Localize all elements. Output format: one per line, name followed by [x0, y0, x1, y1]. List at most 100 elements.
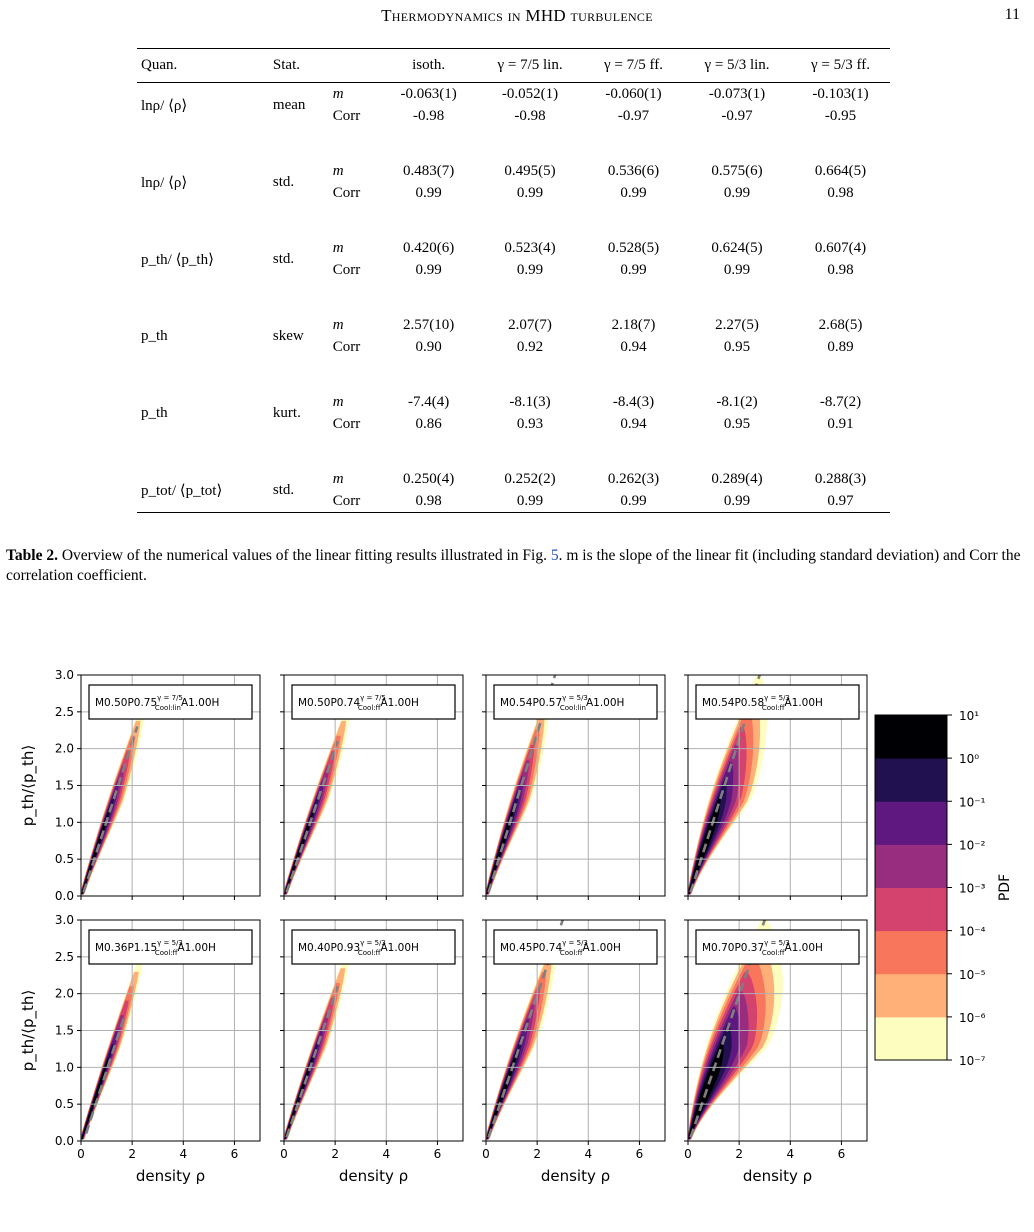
corr-value: 0.98: [827, 185, 854, 201]
slope-value: 0.420(6): [402, 240, 455, 256]
value-cell: -8.1(2) 0.95: [683, 391, 791, 435]
quantity-cell: p_th/ ⟨p_th⟩: [141, 251, 214, 268]
slope-value: -8.1(2): [716, 394, 758, 410]
label-prefix: M0.70P0.37: [702, 942, 764, 954]
label-superscript: γ = 5/3: [764, 939, 790, 947]
m-label: m: [332, 163, 344, 179]
value-cell: 0.252(2) 0.99: [476, 468, 585, 513]
spacer-cell: [137, 127, 890, 160]
corr-value: 0.90: [415, 339, 442, 355]
figure-reference-link[interactable]: 5: [550, 547, 559, 564]
fit-line: [285, 985, 339, 1138]
value-cell: 0.289(4) 0.99: [683, 468, 791, 513]
label-subscript: Cool:ff: [762, 949, 785, 957]
corr-value: 0.99: [516, 185, 544, 201]
slope-value: 0.495(5): [504, 163, 556, 179]
corr-label: Corr: [332, 185, 361, 201]
label-suffix: A1.00H: [181, 697, 219, 709]
slope-value: 2.57(10): [402, 317, 455, 333]
y-tick-label: 2.5: [55, 950, 74, 964]
x-axis-label: density ρ: [743, 1167, 812, 1185]
x-tick-label: 4: [584, 1147, 592, 1161]
label-subscript: Cool:ff: [155, 949, 178, 957]
heatmap-body: [284, 953, 351, 1140]
colorbar-tick-label: 10⁻³: [959, 882, 986, 896]
caption-label: Table 2.: [6, 547, 58, 564]
label-prefix: M0.40P0.93: [298, 942, 360, 954]
corr-value: 0.89: [827, 339, 854, 355]
col-header: γ = 7/5 ff.: [584, 48, 683, 83]
slope-value: -0.052(1): [501, 86, 559, 102]
value-cell: -8.7(2) 0.91: [791, 391, 890, 435]
quantity-cell: p_th: [141, 327, 168, 344]
value-cell: 0.523(4) 0.99: [476, 237, 584, 281]
label-subscript: Cool:ff: [358, 949, 381, 957]
colorbar-segment: [875, 758, 947, 802]
col-header: Stat.: [268, 48, 329, 83]
corr-value: 0.99: [723, 493, 751, 509]
y-tick-label: 2.5: [55, 705, 74, 719]
panel-label: M0.54P0.57γ = 5/3 Cool:linA1.00H: [500, 694, 624, 712]
quantity-cell: lnρ/ ⟨ρ⟩: [141, 174, 188, 191]
fit-line: [82, 726, 139, 893]
table-row: p_th skew m Corr 2.57(10) 0.90 2.07(7) 0.92 2.18…: [137, 314, 890, 358]
spacer-cell: [137, 204, 890, 237]
label-subscript: Cool:ff: [358, 704, 381, 712]
label-prefix: M0.36P1.15: [95, 942, 157, 954]
slope-value: 0.664(5): [814, 163, 867, 179]
label-prefix: M0.50P0.75: [95, 697, 157, 709]
corr-value: 0.91: [827, 416, 854, 432]
corr-value: -0.97: [721, 108, 753, 124]
density-contour: [81, 1058, 109, 1140]
quantity-cell: lnρ/ ⟨ρ⟩: [141, 97, 188, 114]
panel-label-box: [695, 929, 860, 965]
value-cell: 0.262(3) 0.99: [584, 468, 683, 513]
spacer-row: [137, 435, 890, 468]
x-tick-label: 4: [382, 1147, 390, 1161]
slope-value: 0.536(6): [607, 163, 660, 179]
panel-label: M0.70P0.37γ = 5/3 Cool:ffA1.00H: [702, 939, 823, 957]
x-tick-label: 4: [179, 1147, 187, 1161]
corr-value: 0.99: [620, 185, 647, 201]
y-tick-label: 0.0: [55, 889, 74, 903]
corr-value: 0.95: [723, 339, 751, 355]
label-prefix: M0.54P0.58: [702, 697, 764, 709]
corr-value: -0.97: [617, 108, 650, 124]
value-cell: 0.536(6) 0.99: [584, 160, 683, 204]
x-tick-label: 0: [482, 1147, 490, 1161]
label-subscript: Cool:lin: [155, 704, 181, 712]
value-cell: 2.68(5) 0.89: [791, 314, 890, 358]
colorbar-tick-label: 10⁻⁵: [959, 968, 986, 982]
stat-cell: std.: [268, 468, 329, 513]
colorbar-tick-label: 10¹: [959, 709, 979, 723]
panel-label-box: [291, 684, 456, 720]
slope-value: -7.4(4): [407, 394, 450, 410]
label-suffix: A1.00H: [784, 697, 822, 709]
panel-label: M0.50P0.74γ = 7/5 Cool:ffA1.00H: [298, 694, 419, 712]
corr-value: 0.99: [516, 262, 544, 278]
heatmap-panel: 0 2 4 6 M0.70P0.37γ = 5/3 Cool:ffA1.00H densit…: [684, 919, 868, 1185]
col-header: γ = 5/3 lin.: [683, 48, 791, 83]
table-header-row: Quan. Stat. isoth. γ = 7/5 lin. γ = 7/5 …: [137, 48, 890, 83]
x-axis-label: density ρ: [541, 1167, 610, 1185]
heatmap-body: [81, 705, 146, 895]
value-cell: -0.052(1) -0.98: [476, 83, 584, 128]
table-row: lnρ/ ⟨ρ⟩ std. m Corr 0.483(7) 0.99 0.495(5) 0.9…: [137, 160, 890, 204]
heatmap-body: [486, 675, 557, 895]
value-cell: 0.624(5) 0.99: [683, 237, 791, 281]
corr-value: -0.95: [824, 108, 857, 124]
panel-label-box: [493, 684, 658, 720]
corr-value: 0.99: [415, 262, 442, 278]
colorbar-segment: [875, 1016, 947, 1061]
label-superscript: γ = 7/5: [157, 694, 183, 702]
corr-value: 0.86: [415, 416, 442, 432]
x-tick-label: 6: [838, 1147, 846, 1161]
corr-label: Corr: [332, 416, 361, 432]
heatmap-body: [688, 675, 767, 895]
x-tick-label: 0: [280, 1147, 288, 1161]
slope-value: -0.060(1): [605, 86, 662, 102]
quantity-cell: p_tot/ ⟨p_tot⟩: [137, 468, 269, 513]
quantity-cell: p_th: [141, 404, 168, 421]
panel-label-box: [695, 684, 860, 720]
spacer-row: [137, 204, 890, 237]
